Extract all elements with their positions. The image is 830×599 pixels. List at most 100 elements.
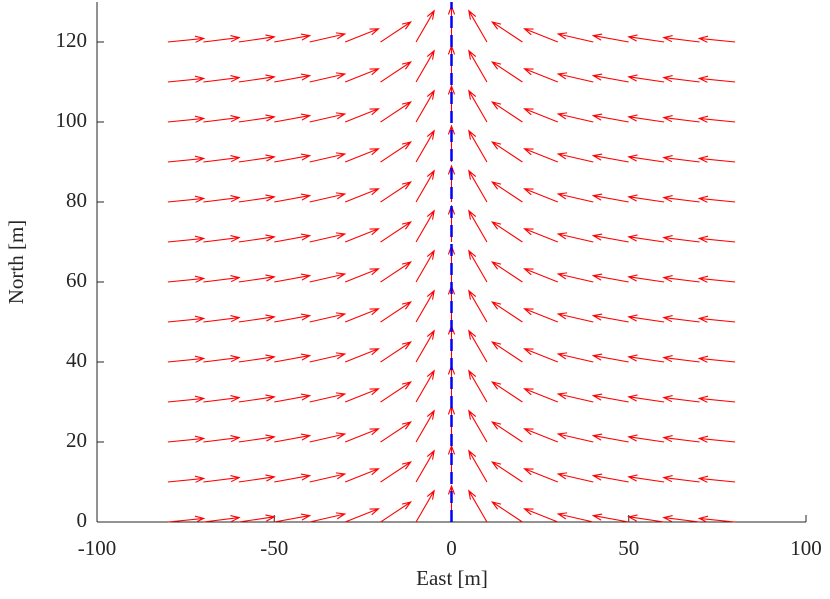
arrow (627, 394, 665, 403)
arrow (274, 353, 312, 363)
arrow (380, 181, 413, 203)
arrow (344, 268, 380, 283)
arrow (380, 141, 413, 163)
arrow (415, 49, 435, 83)
arrow (274, 473, 312, 483)
y-tick-label: 0 (77, 508, 88, 532)
arrow (662, 195, 700, 203)
arrow (167, 75, 206, 83)
arrow (415, 489, 435, 523)
arrow (309, 512, 347, 523)
arrow (523, 348, 559, 363)
arrow (523, 468, 559, 483)
arrow (490, 421, 523, 443)
y-tick-label: 100 (56, 108, 88, 132)
arrow (238, 74, 276, 83)
arrow (309, 392, 347, 403)
arrow (167, 435, 206, 443)
arrow (238, 234, 276, 243)
arrow (238, 154, 276, 163)
arrow (415, 89, 435, 123)
arrow (468, 49, 488, 83)
arrow (344, 388, 380, 403)
arrow (523, 108, 559, 123)
x-tick-label: 0 (446, 536, 457, 560)
arrow (697, 355, 736, 363)
arrow (556, 392, 594, 403)
arrow (309, 472, 347, 483)
arrow (556, 352, 594, 363)
x-tick-label: 100 (790, 536, 822, 560)
arrow (697, 275, 736, 283)
arrow (415, 369, 435, 403)
arrow (344, 108, 380, 123)
arrow (203, 395, 241, 403)
arrow (556, 472, 594, 483)
arrow (662, 475, 700, 483)
arrow (380, 301, 413, 323)
arrow (344, 148, 380, 163)
arrow (380, 501, 413, 523)
arrow (238, 314, 276, 323)
arrow (238, 194, 276, 203)
arrow (697, 115, 736, 123)
arrow (380, 221, 413, 243)
arrow (167, 315, 206, 323)
arrow (627, 34, 665, 43)
arrow (662, 275, 700, 283)
arrow (380, 341, 413, 363)
arrow (468, 449, 488, 483)
arrow (591, 313, 629, 323)
x-axis-label: East [m] (416, 566, 488, 590)
arrow (523, 28, 559, 43)
arrow (627, 354, 665, 363)
arrow (468, 169, 488, 203)
arrow (591, 273, 629, 283)
arrow (203, 475, 241, 483)
arrow (415, 9, 435, 43)
arrow (523, 268, 559, 283)
arrow (556, 112, 594, 123)
arrow (523, 428, 559, 443)
arrow (344, 468, 380, 483)
arrow (203, 155, 241, 163)
arrow (238, 114, 276, 123)
arrow (627, 314, 665, 323)
arrow (662, 355, 700, 363)
arrow (238, 394, 276, 403)
arrow (344, 308, 380, 323)
arrow (627, 434, 665, 443)
arrow (203, 115, 241, 123)
arrow (274, 433, 312, 443)
arrow (380, 101, 413, 123)
arrow (415, 129, 435, 163)
arrow (490, 341, 523, 363)
arrow (203, 355, 241, 363)
arrow (380, 21, 413, 43)
arrow (591, 73, 629, 83)
arrow (627, 154, 665, 163)
arrow (591, 33, 629, 43)
arrow (274, 393, 312, 403)
y-tick-label: 20 (66, 428, 87, 452)
arrow (415, 289, 435, 323)
arrow (697, 75, 736, 83)
x-tick-label: -50 (260, 536, 288, 560)
arrow (309, 312, 347, 323)
arrow (380, 461, 413, 483)
arrow (627, 474, 665, 483)
arrow (380, 421, 413, 443)
arrow (556, 432, 594, 443)
arrow (309, 72, 347, 83)
arrow (591, 153, 629, 163)
arrow (167, 275, 206, 283)
arrow (697, 315, 736, 323)
arrow (591, 193, 629, 203)
arrow (490, 261, 523, 283)
arrow (274, 233, 312, 243)
arrow (415, 329, 435, 363)
arrow (203, 75, 241, 83)
arrow (662, 75, 700, 83)
arrow (167, 395, 206, 403)
arrow (468, 89, 488, 123)
